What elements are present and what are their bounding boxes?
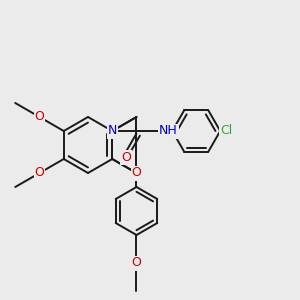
Text: Cl: Cl: [220, 124, 232, 137]
Text: O: O: [34, 110, 44, 124]
Text: O: O: [121, 151, 131, 164]
Text: NH: NH: [159, 124, 178, 137]
Text: O: O: [132, 256, 141, 269]
Text: O: O: [132, 167, 141, 179]
Text: N: N: [108, 124, 117, 137]
Text: O: O: [34, 167, 44, 179]
